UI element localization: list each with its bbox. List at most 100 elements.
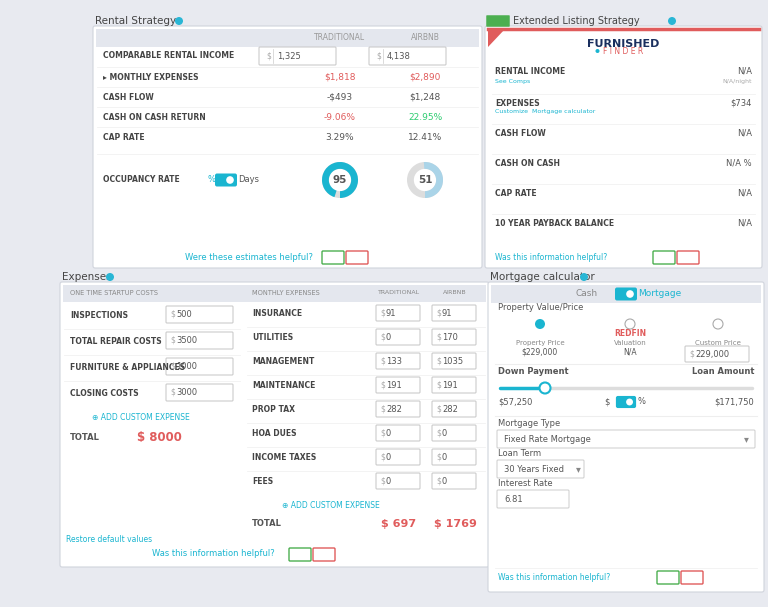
Text: Fixed Rate Mortgage: Fixed Rate Mortgage	[504, 435, 591, 444]
Text: UTILITIES: UTILITIES	[252, 333, 293, 342]
Text: $: $	[436, 404, 441, 413]
Text: $2,890: $2,890	[409, 72, 441, 81]
Text: $: $	[436, 452, 441, 461]
FancyBboxPatch shape	[376, 401, 420, 417]
Text: $: $	[380, 476, 385, 486]
Text: i: i	[583, 274, 585, 279]
Text: 3000: 3000	[176, 388, 197, 397]
Circle shape	[106, 273, 114, 281]
Text: 1000: 1000	[176, 362, 197, 371]
Text: MAINTENANCE: MAINTENANCE	[252, 382, 316, 390]
Text: $: $	[380, 333, 385, 342]
FancyBboxPatch shape	[322, 251, 344, 264]
Text: AIRBNB: AIRBNB	[443, 291, 467, 296]
Text: Mortgage Type: Mortgage Type	[498, 419, 560, 429]
Text: Was this information helpful?: Was this information helpful?	[495, 254, 607, 262]
FancyBboxPatch shape	[369, 47, 446, 65]
Text: 10 YEAR PAYBACK BALANCE: 10 YEAR PAYBACK BALANCE	[495, 219, 614, 228]
Text: 0: 0	[386, 429, 391, 438]
Text: TOTAL REPAIR COSTS: TOTAL REPAIR COSTS	[70, 336, 161, 345]
Text: 170: 170	[442, 333, 458, 342]
Text: OCCUPANCY RATE: OCCUPANCY RATE	[103, 175, 180, 185]
Text: Customize  Mortgage calculator: Customize Mortgage calculator	[495, 109, 595, 115]
Text: N/A: N/A	[737, 219, 752, 228]
FancyBboxPatch shape	[615, 288, 637, 300]
Text: i: i	[178, 18, 180, 24]
Wedge shape	[322, 162, 358, 198]
Text: 30 Years Fixed: 30 Years Fixed	[504, 464, 564, 473]
Text: 0: 0	[386, 452, 391, 461]
Text: TOTAL: TOTAL	[70, 433, 100, 443]
Text: New: New	[489, 18, 507, 24]
Text: Restore default values: Restore default values	[66, 535, 152, 544]
Circle shape	[626, 399, 633, 405]
Text: N/A/night: N/A/night	[723, 80, 752, 84]
FancyBboxPatch shape	[215, 174, 237, 186]
Polygon shape	[488, 29, 505, 47]
Text: F I N D E R: F I N D E R	[604, 47, 644, 56]
Text: ▸ MONTHLY EXPENSES: ▸ MONTHLY EXPENSES	[103, 72, 198, 81]
Text: Extended Listing Strategy: Extended Listing Strategy	[513, 16, 640, 26]
Text: 6.81: 6.81	[504, 495, 523, 503]
Text: ⊕ ADD CUSTOM EXPENSE: ⊕ ADD CUSTOM EXPENSE	[92, 413, 190, 421]
Text: RENTAL INCOME: RENTAL INCOME	[495, 67, 565, 75]
Text: $: $	[170, 362, 175, 371]
FancyBboxPatch shape	[657, 571, 679, 584]
FancyBboxPatch shape	[313, 548, 335, 561]
Text: ⊕ ADD CUSTOM EXPENSE: ⊕ ADD CUSTOM EXPENSE	[282, 501, 379, 509]
FancyBboxPatch shape	[432, 377, 476, 393]
FancyBboxPatch shape	[432, 425, 476, 441]
Text: Property Price: Property Price	[515, 340, 564, 346]
FancyBboxPatch shape	[376, 329, 420, 345]
Text: N/A: N/A	[737, 67, 752, 75]
Text: 500: 500	[176, 310, 192, 319]
Text: $: $	[436, 476, 441, 486]
Text: 91: 91	[442, 308, 452, 317]
Text: 4,138: 4,138	[387, 52, 411, 61]
Text: See Comps: See Comps	[495, 80, 530, 84]
FancyBboxPatch shape	[497, 430, 755, 448]
Text: 191: 191	[442, 381, 458, 390]
Text: $: $	[380, 452, 385, 461]
FancyBboxPatch shape	[376, 377, 420, 393]
Text: TRADITIONAL: TRADITIONAL	[314, 33, 366, 42]
Text: 1,325: 1,325	[277, 52, 301, 61]
Text: 12.41%: 12.41%	[408, 132, 442, 141]
Text: $: $	[376, 52, 381, 61]
Text: 91: 91	[386, 308, 396, 317]
Text: $: $	[380, 404, 385, 413]
Text: Valuation: Valuation	[614, 340, 647, 346]
Text: $: $	[436, 308, 441, 317]
FancyBboxPatch shape	[677, 251, 699, 264]
Text: i: i	[109, 274, 111, 279]
Text: N/A: N/A	[737, 189, 752, 197]
Text: Interest Rate: Interest Rate	[498, 480, 553, 489]
Text: Yes: Yes	[294, 550, 306, 559]
Text: Custom Price: Custom Price	[695, 340, 741, 346]
Text: 0: 0	[442, 429, 447, 438]
Text: $: $	[689, 350, 694, 359]
Circle shape	[539, 382, 551, 393]
Text: N/A: N/A	[623, 347, 637, 356]
FancyBboxPatch shape	[432, 329, 476, 345]
Text: $1,248: $1,248	[409, 92, 441, 101]
FancyBboxPatch shape	[485, 26, 762, 268]
Text: $57,250: $57,250	[498, 398, 532, 407]
Text: Loan Term: Loan Term	[498, 450, 541, 458]
Text: %: %	[638, 398, 646, 407]
Text: 133: 133	[386, 356, 402, 365]
Text: Loan Amount: Loan Amount	[691, 367, 754, 376]
Text: AIRBNB: AIRBNB	[411, 33, 439, 42]
Text: No: No	[683, 253, 694, 262]
FancyBboxPatch shape	[432, 449, 476, 465]
Text: $ 697: $ 697	[382, 519, 416, 529]
Circle shape	[626, 290, 634, 298]
Text: REDFIN: REDFIN	[614, 330, 646, 339]
Text: TOTAL: TOTAL	[252, 520, 282, 529]
Text: i: i	[671, 18, 673, 24]
Text: Expenses: Expenses	[62, 272, 111, 282]
Wedge shape	[407, 162, 443, 198]
Text: ONE TIME STARTUP COSTS: ONE TIME STARTUP COSTS	[70, 290, 158, 296]
FancyBboxPatch shape	[289, 548, 311, 561]
FancyBboxPatch shape	[376, 305, 420, 321]
